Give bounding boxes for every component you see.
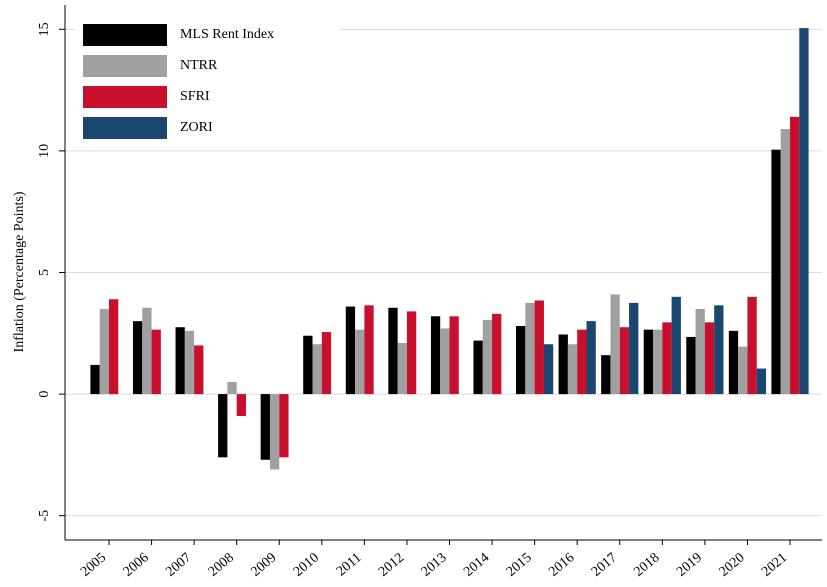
bar — [543, 344, 554, 395]
bar — [747, 296, 757, 395]
x-tick-label: 2010 — [291, 550, 322, 579]
x-tick-label: 2016 — [546, 550, 577, 579]
y-tick-label: 10 — [37, 144, 52, 158]
x-tick-label: 2011 — [334, 550, 365, 579]
y-tick-label: 5 — [37, 269, 52, 276]
bar — [388, 307, 398, 395]
legend-swatch — [83, 55, 167, 77]
bar — [473, 340, 483, 395]
x-tick-label: 2012 — [376, 550, 407, 579]
bar — [90, 364, 100, 395]
legend-swatch — [83, 24, 167, 46]
x-tick-label: 2015 — [504, 550, 535, 579]
bar — [567, 344, 578, 395]
bar — [756, 368, 767, 395]
bar — [619, 327, 630, 395]
y-tick-label: 0 — [37, 391, 52, 398]
bar — [151, 329, 161, 395]
bar — [99, 308, 109, 395]
x-tick-label: 2021 — [759, 550, 790, 579]
bar — [312, 344, 322, 395]
bar — [397, 343, 407, 395]
legend-swatch — [83, 86, 167, 108]
legend-label: ZORI — [180, 120, 213, 135]
bar — [236, 394, 246, 416]
bar — [430, 316, 441, 395]
bar — [109, 299, 119, 395]
bar — [771, 149, 781, 395]
bar — [610, 294, 620, 395]
bar — [586, 321, 596, 395]
bar — [577, 329, 587, 395]
bar — [184, 330, 195, 395]
bar — [525, 302, 535, 395]
bar — [780, 129, 790, 395]
bar — [653, 329, 663, 395]
bar — [449, 316, 459, 395]
x-tick-label: 2014 — [461, 550, 492, 579]
bar — [132, 321, 143, 395]
bar — [629, 302, 639, 395]
bar — [714, 305, 724, 395]
bar — [482, 319, 493, 395]
bar — [492, 313, 502, 395]
bar — [355, 329, 365, 395]
bar — [321, 332, 332, 395]
bar — [558, 334, 568, 395]
y-tick-label: 15 — [37, 22, 52, 36]
bar — [364, 305, 374, 395]
x-tick-label: 2017 — [589, 550, 620, 579]
legend-label: NTRR — [180, 58, 218, 73]
bar — [799, 28, 809, 395]
bar — [194, 345, 204, 395]
bar — [175, 327, 185, 395]
bar — [516, 326, 526, 395]
bar — [534, 300, 544, 395]
legend-label: MLS Rent Index — [180, 27, 274, 42]
bar — [662, 322, 672, 395]
bar — [738, 346, 748, 395]
bar — [260, 394, 270, 460]
bar — [279, 394, 289, 458]
x-tick-label: 2009 — [248, 550, 279, 579]
bar — [142, 307, 152, 395]
y-axis-label: Inflation (Percentage Points) — [12, 191, 27, 352]
legend-label: SFRI — [180, 89, 210, 104]
bar — [345, 306, 356, 395]
x-tick-label: 2005 — [78, 550, 109, 579]
bar — [671, 296, 681, 395]
bar — [218, 394, 228, 458]
x-tick-label: 2008 — [206, 550, 237, 579]
bar — [303, 335, 313, 395]
bar — [269, 394, 280, 470]
bar — [406, 311, 417, 395]
x-tick-label: 2020 — [717, 550, 748, 579]
y-tick-label: -5 — [37, 510, 52, 522]
bar — [728, 330, 739, 395]
bar — [440, 328, 450, 395]
x-tick-label: 2007 — [163, 550, 194, 579]
bar — [227, 381, 237, 395]
x-tick-label: 2013 — [419, 550, 450, 579]
bar — [790, 116, 800, 395]
bar — [601, 355, 611, 395]
bar — [704, 322, 715, 395]
bar — [643, 329, 654, 395]
legend-swatch — [83, 117, 167, 139]
bar — [686, 336, 696, 395]
x-tick-label: 2018 — [631, 550, 662, 579]
x-tick-label: 2019 — [674, 550, 705, 579]
x-tick-label: 2006 — [121, 550, 152, 579]
bar — [695, 308, 705, 395]
